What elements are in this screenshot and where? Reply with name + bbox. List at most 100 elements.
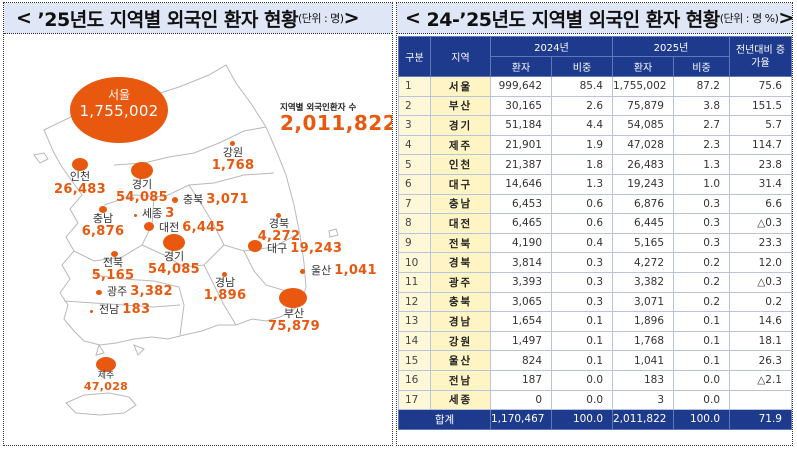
cell-patients-2024: 824 bbox=[490, 350, 552, 371]
map-panel: < ’25년도 지역별 외국인 환자 현황 (단위 : 명) > bbox=[3, 2, 393, 446]
cell-no: 14 bbox=[398, 330, 431, 352]
cell-no: 1 bbox=[398, 76, 431, 97]
cell-patients-2025: 54,085 bbox=[612, 115, 674, 136]
cell-share-2025: 0.2 bbox=[673, 271, 730, 293]
cell-patients-2025: 6,445 bbox=[612, 213, 674, 234]
table-row: 14 강원 1,497 0.1 1,768 0.1 18.1 bbox=[398, 330, 792, 352]
table-row: 17 세종 0 0.0 3 0.0 bbox=[398, 389, 792, 411]
bubble-gyeonggi-center bbox=[163, 234, 185, 251]
cell-patients-2025: 3,382 bbox=[612, 271, 674, 293]
bubble-ulsan bbox=[300, 269, 305, 274]
label-gyeonggi: 경기 54,085 bbox=[116, 178, 168, 205]
cell-patients-2024: 21,387 bbox=[490, 154, 552, 175]
cell-region: 전남 bbox=[430, 369, 491, 391]
label-chungbuk: 충북 3,071 bbox=[172, 193, 249, 207]
cell-patients-2025: 75,879 bbox=[612, 95, 674, 117]
cell-growth: △2.1 bbox=[729, 369, 792, 391]
cell-no: 5 bbox=[398, 154, 431, 175]
cell-no: 8 bbox=[398, 213, 431, 234]
cell-patients-2025: 183 bbox=[612, 369, 674, 391]
bubble-gyeongnam bbox=[222, 272, 227, 277]
cell-region: 경기 bbox=[430, 115, 491, 136]
cell-share-2025: 2.3 bbox=[673, 134, 730, 156]
cell-share-2024: 0.1 bbox=[551, 350, 613, 371]
cell-patients-2024: 1,654 bbox=[490, 311, 552, 332]
cell-share-2025: 2.7 bbox=[673, 115, 730, 136]
cell-patients-2025: 1,896 bbox=[612, 311, 674, 332]
label-chungnam: 충남 6,876 bbox=[81, 212, 125, 239]
table-row: 16 전남 187 0.0 183 0.0 △2.1 bbox=[398, 369, 792, 391]
cell-patients-2024: 51,184 bbox=[490, 115, 552, 136]
header-patients-2024: 환자 bbox=[490, 56, 552, 77]
cell-no: 16 bbox=[398, 369, 431, 391]
table-title-unit: (단위 : 명 %) bbox=[719, 12, 779, 25]
cell-total-growth: 71.9 bbox=[729, 409, 792, 430]
table-row: 9 전북 4,190 0.4 5,165 0.3 23.3 bbox=[398, 232, 792, 254]
cell-patients-2024: 3,814 bbox=[490, 252, 552, 273]
patients-table-wrapper: 구분 지역 2024년 2025년 전년대비 증가율 환자 비중 환자 비중 1… bbox=[398, 36, 792, 430]
total-patients-summary: 지역별 외국인환자 수 2,011,822 bbox=[280, 101, 392, 134]
table-panel: < 24-’25년도 지역별 외국인 환자 현황 (단위 : 명 %) > 구분… bbox=[396, 2, 794, 446]
table-total-row: 합계 1,170,467 100.0 2,011,822 100.0 71.9 bbox=[398, 409, 792, 430]
cell-patients-2024: 6,465 bbox=[490, 213, 552, 234]
label-incheon: 인천 26,483 bbox=[54, 170, 106, 197]
cell-patients-2025: 5,165 bbox=[612, 232, 674, 254]
cell-no: 17 bbox=[398, 389, 431, 411]
table-panel-title: < 24-’25년도 지역별 외국인 환자 현황 (단위 : 명 %) > bbox=[397, 3, 794, 34]
cell-share-2024: 0.4 bbox=[551, 232, 613, 254]
header-share-2024: 비중 bbox=[551, 56, 613, 77]
cell-growth: 0.2 bbox=[729, 291, 792, 313]
cell-growth: 31.4 bbox=[729, 173, 792, 195]
label-daegu: 대구 19,243 bbox=[248, 240, 342, 256]
cell-share-2024: 4.4 bbox=[551, 115, 613, 136]
table-row: 13 경남 1,654 0.1 1,896 0.1 14.6 bbox=[398, 311, 792, 332]
cell-growth: 14.6 bbox=[729, 311, 792, 332]
label-ulsan: 울산 1,041 bbox=[300, 264, 377, 278]
cell-region: 제주 bbox=[430, 134, 491, 156]
label-jeju: 제주 47,028 bbox=[83, 371, 129, 394]
cell-no: 13 bbox=[398, 311, 431, 332]
cell-share-2024: 0.1 bbox=[551, 311, 613, 332]
bubble-chungbuk bbox=[172, 197, 178, 203]
total-value: 2,011,822 bbox=[280, 111, 392, 135]
cell-no: 15 bbox=[398, 350, 431, 371]
cell-share-2024: 1.8 bbox=[551, 154, 613, 175]
patients-by-region-table: 구분 지역 2024년 2025년 전년대비 증가율 환자 비중 환자 비중 1… bbox=[398, 36, 792, 430]
cell-no: 6 bbox=[398, 173, 431, 195]
cell-share-2024: 0.6 bbox=[551, 213, 613, 234]
cell-share-2025: 0.2 bbox=[673, 291, 730, 313]
cell-total-share-2024: 100.0 bbox=[551, 409, 613, 430]
cell-growth: 151.5 bbox=[729, 95, 792, 117]
cell-share-2024: 85.4 bbox=[551, 76, 613, 97]
cell-growth: △0.3 bbox=[729, 213, 792, 234]
cell-no: 9 bbox=[398, 232, 431, 254]
table-row: 5 인천 21,387 1.8 26,483 1.3 23.8 bbox=[398, 154, 792, 175]
cell-share-2025: 1.0 bbox=[673, 173, 730, 195]
cell-region: 경남 bbox=[430, 311, 491, 332]
cell-share-2024: 0.1 bbox=[551, 330, 613, 352]
bubble-gyeongbuk bbox=[276, 213, 281, 218]
cell-share-2024: 1.9 bbox=[551, 134, 613, 156]
cell-patients-2024: 0 bbox=[490, 389, 552, 411]
cell-no: 4 bbox=[398, 134, 431, 156]
cell-total-label: 합계 bbox=[398, 409, 491, 430]
cell-share-2025: 0.0 bbox=[673, 389, 730, 411]
cell-growth: 26.3 bbox=[729, 350, 792, 371]
cell-patients-2025: 4,272 bbox=[612, 252, 674, 273]
table-row: 7 충남 6,453 0.6 6,876 0.3 6.6 bbox=[398, 193, 792, 215]
cell-region: 세종 bbox=[430, 389, 491, 411]
total-caption: 지역별 외국인환자 수 bbox=[280, 103, 357, 113]
cell-region: 광주 bbox=[430, 271, 491, 293]
cell-share-2025: 87.2 bbox=[673, 76, 730, 97]
label-jeonnam: 전남 183 bbox=[90, 303, 150, 317]
cell-share-2025: 1.3 bbox=[673, 154, 730, 175]
cell-share-2025: 0.3 bbox=[673, 193, 730, 215]
label-sejong: 세종 3 bbox=[134, 207, 175, 221]
map-title-text: ’25년도 지역별 외국인 환자 현황 bbox=[37, 8, 299, 31]
label-busan: 부산 75,879 bbox=[268, 307, 320, 334]
cell-region: 인천 bbox=[430, 154, 491, 175]
label-gyeongnam: 경남 1,896 bbox=[203, 276, 247, 303]
table-body: 1 서울 999,642 85.4 1,755,002 87.2 75.6 2 부산 30,165… bbox=[398, 76, 792, 430]
cell-region: 강원 bbox=[430, 330, 491, 352]
table-row: 1 서울 999,642 85.4 1,755,002 87.2 75.6 bbox=[398, 76, 792, 97]
